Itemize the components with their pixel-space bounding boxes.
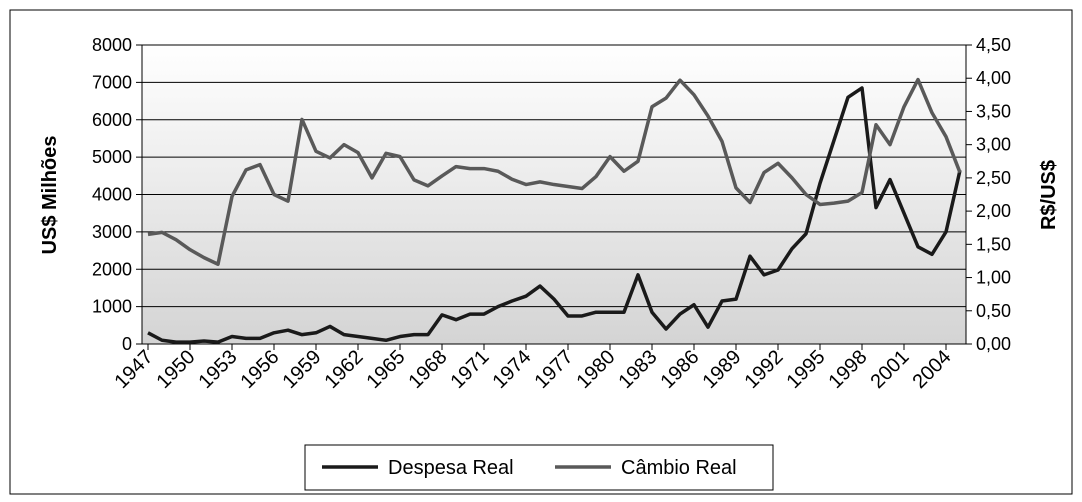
legend-label: Despesa Real (388, 457, 514, 479)
y2-tick-label: 3,00 (976, 135, 1011, 155)
y-tick-label: 1000 (92, 297, 132, 317)
series-line (147, 77, 962, 267)
y-tick-label: 5000 (92, 147, 132, 167)
y2-axis-label: R$/US$ (1038, 160, 1060, 230)
y2-tick-label: 1,00 (976, 268, 1011, 288)
series-line (147, 86, 962, 344)
y-tick-label: 4000 (92, 185, 132, 205)
y-tick-label: 0 (122, 334, 132, 354)
y2-tick-label: 2,50 (976, 168, 1011, 188)
legend-label: Câmbio Real (621, 457, 737, 479)
y2-tick-label: 3,50 (976, 101, 1011, 121)
y2-tick-label: 4,50 (976, 35, 1011, 55)
y-tick-label: 6000 (92, 110, 132, 130)
legend-box (304, 444, 774, 491)
y-tick-label: 3000 (92, 222, 132, 242)
y2-tick-label: 0,50 (976, 301, 1011, 321)
y2-tick-label: 1,50 (976, 234, 1011, 254)
y2-tick-label: 2,00 (976, 201, 1011, 221)
y2-tick-label: 4,00 (976, 68, 1011, 88)
y-tick-label: 7000 (92, 72, 132, 92)
y-tick-label: 2000 (92, 259, 132, 279)
y-axis-label: US$ Milhões (39, 136, 61, 255)
y-tick-label: 8000 (92, 35, 132, 55)
y2-tick-label: 0,00 (976, 334, 1011, 354)
